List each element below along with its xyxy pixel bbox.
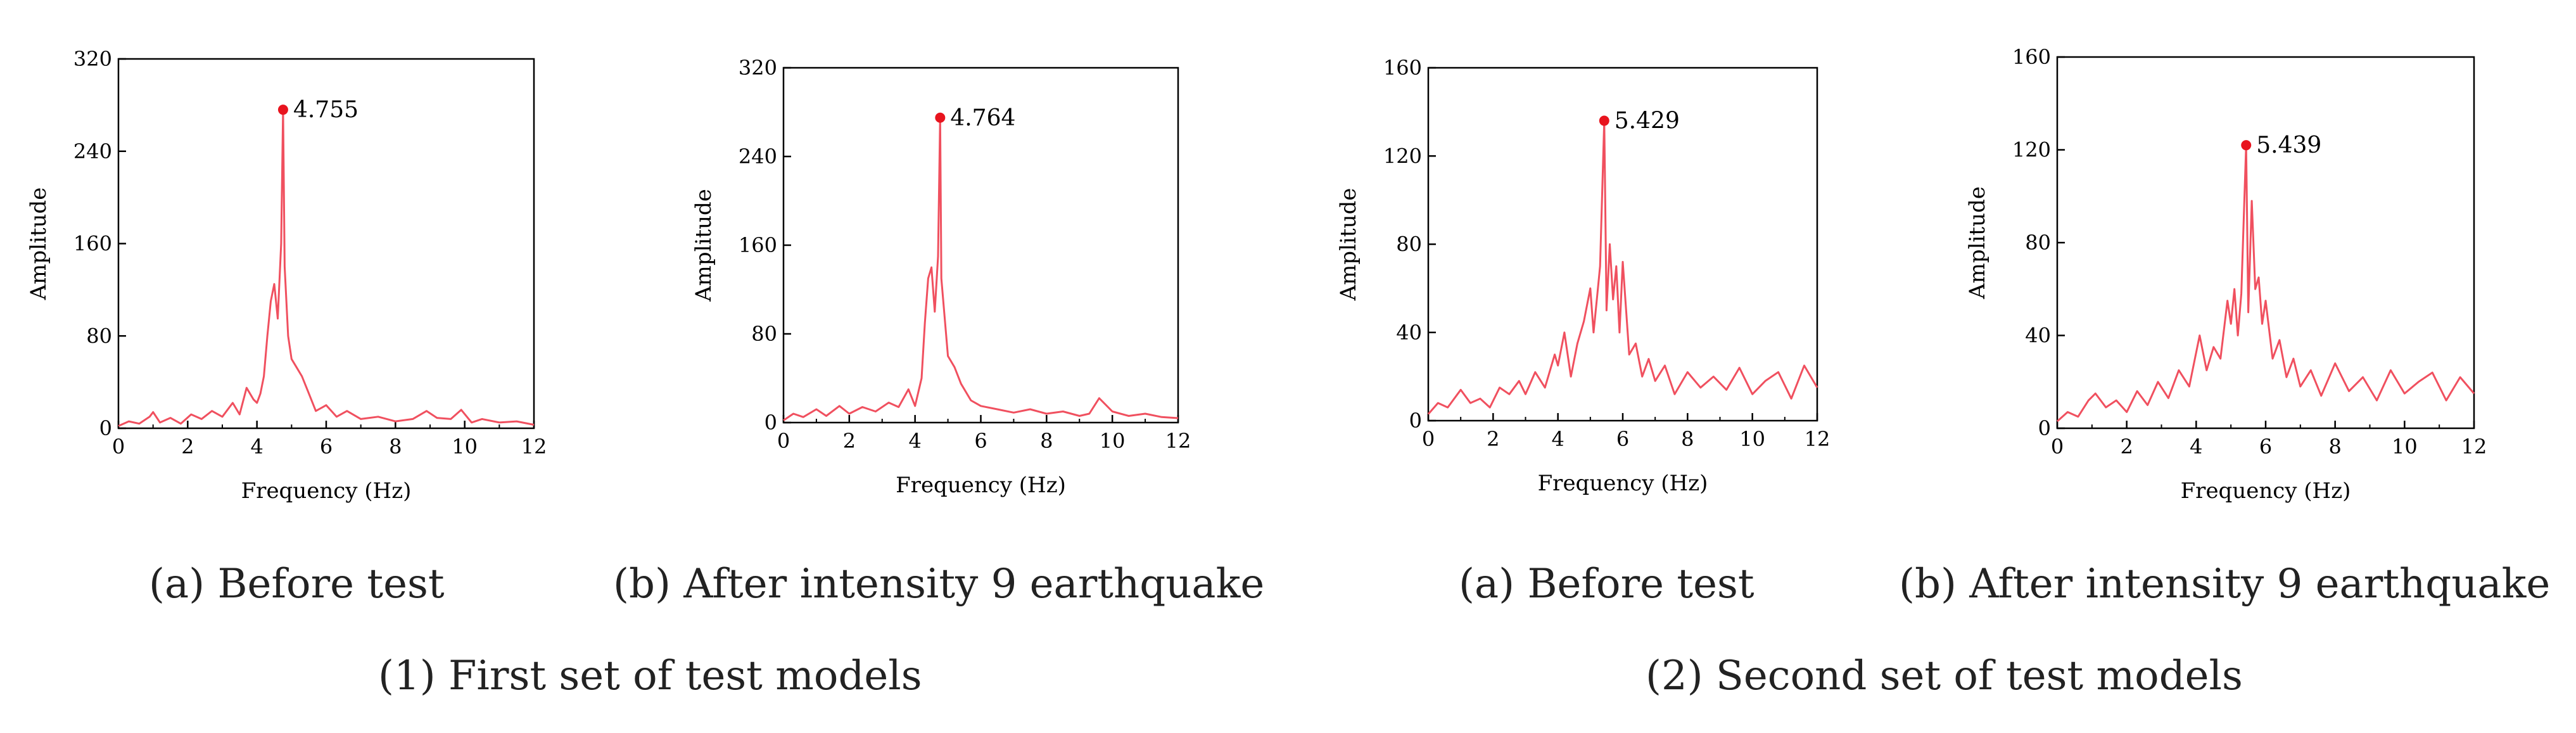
subcaption-2b: (b) After intensity 9 earthquake (1899, 561, 2551, 608)
y-tick-label-4-2: 80 (2025, 231, 2051, 255)
x-tick-label-2-3: 6 (974, 429, 987, 453)
y-tick-label-1-2: 160 (73, 232, 112, 256)
y-tick-label-1-0: 0 (99, 416, 112, 440)
peak-marker-2 (935, 112, 946, 123)
x-tick-label-1-4: 8 (389, 435, 402, 459)
series-line-2-0 (783, 117, 1179, 421)
y-tick-label-2-3: 240 (739, 144, 777, 169)
y-axis-label-4: Amplitude (1965, 186, 1990, 300)
series-line-1-0 (118, 108, 535, 427)
group-caption-2: (2) Second set of test models (1646, 653, 2243, 699)
x-tick-label-1-5: 10 (452, 435, 478, 459)
x-tick-label-1-0: 0 (112, 435, 125, 459)
peak-label-3: 5.429 (1615, 108, 1680, 134)
y-tick-label-3-2: 80 (1396, 233, 1422, 257)
x-tick-label-3-3: 6 (1616, 427, 1629, 451)
subcaption-1b: (b) After intensity 9 earthquake (613, 561, 1265, 608)
plot-frame-4 (2056, 56, 2475, 430)
peak-label-2: 4.764 (950, 105, 1015, 131)
x-tick-label-3-0: 0 (1422, 427, 1435, 451)
x-tick-label-2-2: 4 (908, 429, 921, 453)
y-tick-label-3-4: 160 (1383, 56, 1422, 80)
y-axis-label-2: Amplitude (691, 189, 716, 302)
x-tick-label-1-2: 4 (250, 435, 263, 459)
x-tick-label-1-6: 12 (521, 435, 547, 459)
y-tick-label-4-0: 0 (2038, 416, 2051, 440)
x-tick-label-4-1: 2 (2120, 435, 2133, 459)
x-tick-label-2-6: 12 (1165, 429, 1191, 453)
peak-marker-3 (1599, 115, 1609, 126)
x-tick-label-4-0: 0 (2051, 435, 2064, 459)
x-tick-label-4-6: 12 (2461, 435, 2487, 459)
y-tick-label-1-4: 320 (73, 47, 112, 71)
y-tick-label-4-4: 160 (2012, 45, 2051, 69)
x-axis-label-2: Frequency (Hz) (896, 473, 1066, 498)
x-tick-label-3-1: 2 (1487, 427, 1499, 451)
x-tick-label-3-6: 12 (1805, 427, 1830, 451)
group-caption-1: (1) First set of test models (378, 653, 922, 699)
y-tick-label-3-3: 120 (1383, 144, 1422, 168)
y-tick-label-2-0: 0 (765, 411, 777, 435)
subcaption-2a: (a) Before test (1459, 561, 1754, 608)
x-tick-label-2-1: 2 (843, 429, 856, 453)
x-tick-label-1-3: 6 (320, 435, 333, 459)
y-tick-label-1-1: 80 (86, 324, 112, 348)
x-tick-label-2-0: 0 (777, 429, 790, 453)
peak-label-4: 5.439 (2256, 132, 2321, 158)
x-tick-label-4-5: 10 (2392, 435, 2418, 459)
y-tick-label-4-1: 40 (2025, 324, 2051, 348)
x-axis-label-1: Frequency (Hz) (241, 478, 412, 504)
x-tick-label-2-4: 8 (1040, 429, 1053, 453)
y-tick-label-3-1: 40 (1396, 321, 1422, 345)
peak-marker-1 (277, 105, 288, 115)
x-tick-label-3-4: 8 (1681, 427, 1694, 451)
y-tick-label-4-3: 120 (2012, 138, 2051, 162)
y-tick-label-3-0: 0 (1409, 409, 1422, 433)
x-axis-label-4: Frequency (Hz) (2181, 478, 2351, 504)
x-tick-label-3-5: 10 (1739, 427, 1765, 451)
y-tick-label-2-4: 320 (739, 56, 777, 80)
peak-marker-4 (2241, 140, 2252, 151)
y-axis-label-1: Amplitude (26, 188, 51, 301)
y-tick-label-1-3: 240 (73, 139, 112, 163)
x-tick-label-1-1: 2 (181, 435, 194, 459)
y-tick-label-2-2: 160 (739, 233, 777, 257)
x-axis-label-3: Frequency (Hz) (1538, 471, 1708, 496)
y-axis-label-3: Amplitude (1336, 188, 1361, 302)
x-tick-label-2-5: 10 (1100, 429, 1126, 453)
x-tick-label-4-3: 6 (2259, 435, 2272, 459)
x-tick-label-4-2: 4 (2190, 435, 2202, 459)
y-tick-label-2-1: 80 (751, 322, 777, 346)
peak-label-1: 4.755 (293, 97, 358, 123)
subcaption-1a: (a) Before test (149, 561, 445, 608)
series-line-3-0 (1427, 120, 1818, 415)
x-tick-label-3-2: 4 (1551, 427, 1564, 451)
x-tick-label-4-4: 8 (2328, 435, 2341, 459)
series-line-4-0 (2057, 144, 2475, 423)
